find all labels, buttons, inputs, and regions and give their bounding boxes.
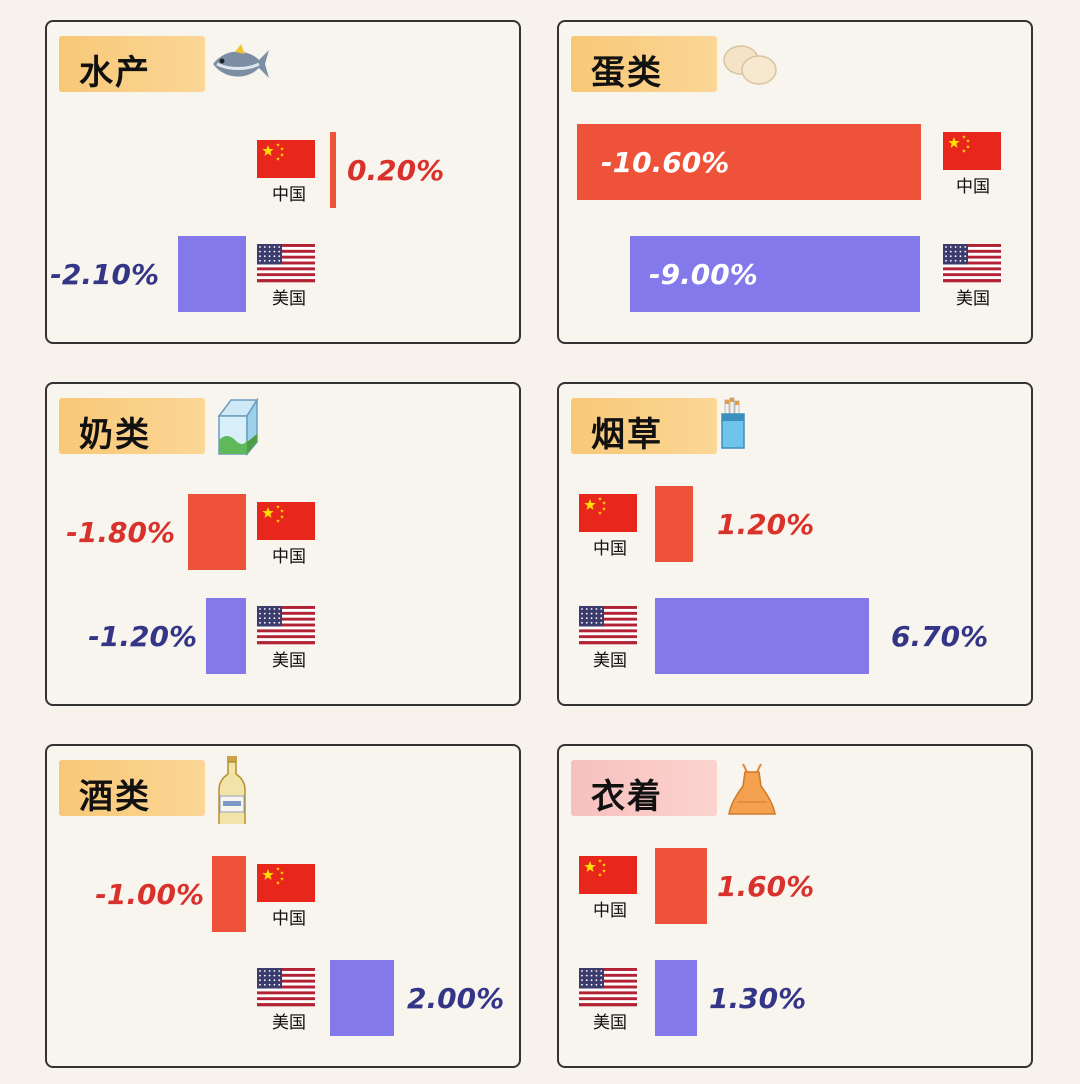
usa-flag-icon <box>257 244 315 283</box>
panel-clothing: 衣着 中国 1.60% 美国 1.30% <box>557 744 1033 1068</box>
usa-flag-icon <box>257 968 315 1007</box>
panel-alcohol: 酒类 中国 -1.00% 美国 2.00% <box>45 744 521 1068</box>
value-label-usa: 6.70% <box>891 620 988 653</box>
category-tag: 蛋类 <box>571 36 717 93</box>
bar-usa <box>630 236 920 312</box>
value-label-usa: -2.10% <box>50 258 159 291</box>
china-flag-icon <box>257 140 315 178</box>
bar-china <box>330 132 336 208</box>
bar-china <box>212 856 246 932</box>
category-tag: 酒类 <box>59 760 205 817</box>
panel-title: 烟草 <box>591 415 663 455</box>
label-china: 中国 <box>956 177 990 197</box>
bar-usa <box>655 960 697 1036</box>
label-usa: 美国 <box>593 1013 627 1033</box>
label-china: 中国 <box>272 547 306 567</box>
value-label-china: 1.20% <box>717 508 814 541</box>
bar-usa <box>206 598 246 674</box>
bar-usa <box>330 960 394 1036</box>
value-label-china: 1.60% <box>717 870 814 903</box>
panel-title: 衣着 <box>591 777 663 817</box>
usa-flag-icon <box>943 244 1001 283</box>
bar-usa <box>178 236 246 312</box>
label-usa: 美国 <box>272 289 306 309</box>
panel-aquatic: 水产 中国 0.20% 美国 -2.10% <box>45 20 521 344</box>
bar-usa <box>655 598 869 674</box>
china-flag-icon <box>257 502 315 540</box>
label-usa: 美国 <box>956 289 990 309</box>
bar-china <box>655 848 707 924</box>
category-tag: 烟草 <box>571 398 717 455</box>
fish-icon <box>213 44 269 78</box>
panel-title: 水产 <box>79 53 151 93</box>
bar-china <box>577 124 921 200</box>
label-china: 中国 <box>593 539 627 559</box>
value-label-china: -1.00% <box>95 878 204 911</box>
chart-alcohol: 中国 -1.00% 美国 2.00% <box>95 856 504 1036</box>
panel-tobacco: 烟草 中国 1.20% 美国 6.70% <box>557 382 1033 706</box>
category-tag: 奶类 <box>59 398 205 455</box>
china-flag-icon <box>579 494 637 532</box>
chart-eggs: 中国 -10.60% 美国 -9.00% <box>577 124 1001 312</box>
china-flag-icon <box>257 864 315 902</box>
cigarette-pack-icon <box>721 397 745 449</box>
value-label-usa: 1.30% <box>709 982 806 1015</box>
label-usa: 美国 <box>593 651 627 671</box>
usa-flag-icon <box>257 606 315 645</box>
milk-carton-icon <box>217 397 259 456</box>
usa-flag-icon <box>579 606 637 645</box>
beer-bottle-icon <box>218 756 246 824</box>
china-flag-icon <box>579 856 637 894</box>
category-tag: 衣着 <box>571 760 717 817</box>
value-label-china: 0.20% <box>347 154 444 187</box>
panel-dairy: 奶类 中国 -1.80% 美国 -1.20% <box>45 382 521 706</box>
bar-china <box>188 494 246 570</box>
panel-title: 蛋类 <box>591 53 663 93</box>
value-label-usa: -9.00% <box>649 258 758 291</box>
label-usa: 美国 <box>272 651 306 671</box>
chart-tobacco: 中国 1.20% 美国 6.70% <box>579 486 988 674</box>
value-label-china: -1.80% <box>66 516 175 549</box>
chart-dairy: 中国 -1.80% 美国 -1.20% <box>66 494 315 674</box>
label-china: 中国 <box>272 909 306 929</box>
value-label-usa: 2.00% <box>407 982 504 1015</box>
eggs-icon <box>723 45 777 85</box>
label-china: 中国 <box>593 901 627 921</box>
dress-icon <box>728 763 776 815</box>
chart-aquatic: 中国 0.20% 美国 -2.10% <box>50 132 444 312</box>
label-china: 中国 <box>272 185 306 205</box>
category-tag: 水产 <box>59 36 205 93</box>
usa-flag-icon <box>579 968 637 1007</box>
panel-title: 酒类 <box>79 777 151 817</box>
label-usa: 美国 <box>272 1013 306 1033</box>
china-flag-icon <box>943 132 1001 170</box>
panel-title: 奶类 <box>79 415 151 455</box>
value-label-usa: -1.20% <box>88 620 197 653</box>
panel-eggs: 蛋类 中国 -10.60% 美国 -9.00% <box>557 20 1033 344</box>
chart-clothing: 中国 1.60% 美国 1.30% <box>579 848 814 1036</box>
value-label-china: -10.60% <box>601 146 729 179</box>
bar-china <box>655 486 693 562</box>
